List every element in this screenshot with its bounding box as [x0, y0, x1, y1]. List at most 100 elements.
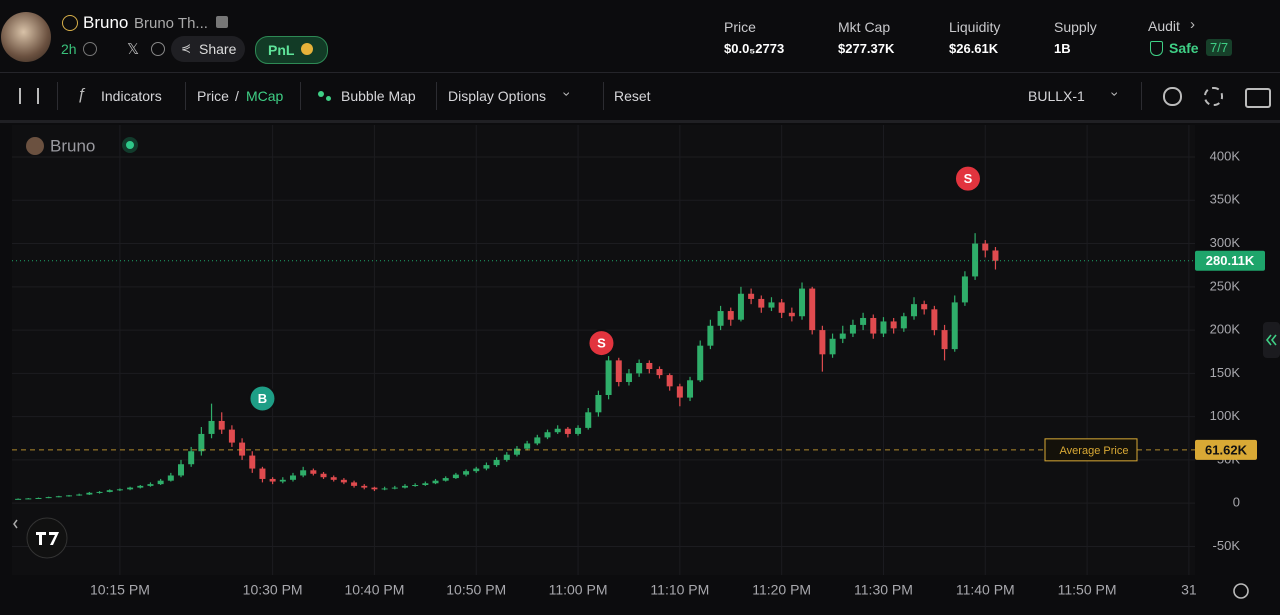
candle-body	[259, 468, 266, 479]
candle-body	[320, 473, 327, 478]
candle-body	[900, 316, 907, 329]
display-options-button[interactable]: Display Options	[448, 88, 547, 104]
chevron[interactable]: ›	[1190, 16, 1195, 33]
y-tick-label: 250K	[1210, 278, 1241, 293]
y-tick-label: -50K	[1213, 538, 1241, 553]
separator	[436, 82, 437, 110]
separator	[603, 82, 604, 110]
candle-body	[35, 497, 42, 499]
reset-button[interactable]: Reset	[614, 88, 651, 104]
average-price-box	[1044, 438, 1138, 462]
trade-marker-label: B	[258, 391, 267, 406]
separator	[57, 82, 58, 110]
candle-body	[473, 468, 480, 472]
candle-body	[890, 321, 897, 329]
x-tick-label: 10:40 PM	[344, 582, 404, 598]
candle-body	[829, 338, 836, 355]
audit-label[interactable]: Audit	[1148, 18, 1180, 34]
candle-body	[982, 243, 989, 251]
collapse-icon[interactable]	[13, 519, 18, 529]
legend-avatar	[26, 137, 44, 155]
candle-body	[147, 484, 154, 486]
candle-body	[76, 494, 83, 496]
settings-icon[interactable]	[1204, 87, 1223, 106]
icon	[62, 15, 78, 31]
y-tick-label: 0	[1233, 495, 1240, 510]
candle-body	[595, 395, 602, 413]
candle-body	[717, 311, 724, 326]
candles-icon[interactable]	[19, 88, 39, 104]
candle-body	[127, 487, 134, 490]
x-tick-label: 10:30 PM	[243, 582, 303, 598]
candle-body	[157, 480, 164, 485]
tv-logo	[36, 532, 59, 545]
age: 2h	[61, 41, 77, 57]
stat-value: $0.0₅2773	[724, 41, 785, 56]
indicators-button[interactable]: Indicators	[101, 88, 162, 104]
share-button[interactable]: Share ⋞	[171, 36, 245, 62]
average-price-label: 61.62K	[1205, 442, 1248, 457]
candle-body	[534, 437, 541, 444]
trade-marker	[587, 329, 616, 358]
candle-body	[564, 428, 571, 434]
candle-body	[727, 311, 734, 320]
candle-body	[96, 491, 103, 493]
candle-body	[300, 470, 307, 476]
settings-icon[interactable]	[1233, 583, 1249, 599]
candle-body	[849, 324, 856, 334]
stat-label: Mkt Cap	[838, 19, 891, 35]
toggle-separator: /	[235, 88, 239, 104]
candle-body	[707, 325, 714, 346]
candle-body	[116, 489, 123, 491]
candle-body	[351, 482, 358, 486]
x-tick-label: 10:50 PM	[446, 582, 506, 598]
bubble-map-button[interactable]: Bubble Map	[341, 88, 416, 104]
candle-body	[666, 375, 673, 387]
candle-body	[483, 465, 490, 469]
status-dot	[126, 141, 134, 149]
candle-body	[66, 495, 73, 497]
y-tick-label: 100K	[1210, 408, 1241, 423]
tv-logo[interactable]	[26, 517, 68, 559]
candle-body	[493, 459, 500, 466]
pnl-button[interactable]: PnL	[255, 36, 328, 64]
candle-body	[228, 429, 235, 443]
copy-icon[interactable]	[216, 16, 228, 28]
pair-select[interactable]: BULLX-1	[1028, 88, 1085, 104]
fx-icon: ƒ	[77, 86, 86, 103]
x-tick-label: 31	[1181, 582, 1197, 598]
candle-body	[188, 451, 195, 465]
web-icon[interactable]	[151, 42, 165, 56]
stat-label: Supply	[1054, 19, 1097, 35]
bubble-icon	[326, 96, 331, 101]
stat-label: Price	[724, 19, 756, 35]
icon[interactable]	[83, 42, 97, 56]
mcap-toggle[interactable]: MCap	[246, 88, 284, 104]
camera-icon[interactable]	[1245, 88, 1271, 108]
candle-body	[401, 485, 408, 488]
candle-body	[289, 475, 296, 480]
candle-body	[748, 293, 755, 299]
candle-body	[442, 478, 449, 481]
average-price-name: Average Price	[1060, 445, 1129, 457]
y-tick-label: 150K	[1210, 365, 1241, 380]
candle-body	[972, 243, 979, 277]
price-toggle[interactable]: Price	[197, 88, 229, 104]
x-tick-label: 11:00 PM	[549, 582, 608, 598]
candle-body	[636, 362, 643, 374]
candle-body	[951, 302, 958, 350]
candle-body	[799, 288, 806, 317]
candle-body	[452, 474, 459, 479]
candle-body	[422, 483, 429, 485]
candle-body	[809, 288, 816, 331]
token-name: Bruno	[83, 13, 129, 32]
x-icon[interactable]: 𝕏	[127, 41, 140, 58]
search-icon[interactable]	[1163, 87, 1182, 106]
candle-body	[788, 312, 795, 317]
candle-body	[646, 362, 653, 370]
candle-body	[45, 497, 52, 499]
average-price-tag	[1195, 439, 1257, 460]
x-tick-label: 11:40 PM	[956, 582, 1015, 598]
candle-body	[941, 330, 948, 350]
